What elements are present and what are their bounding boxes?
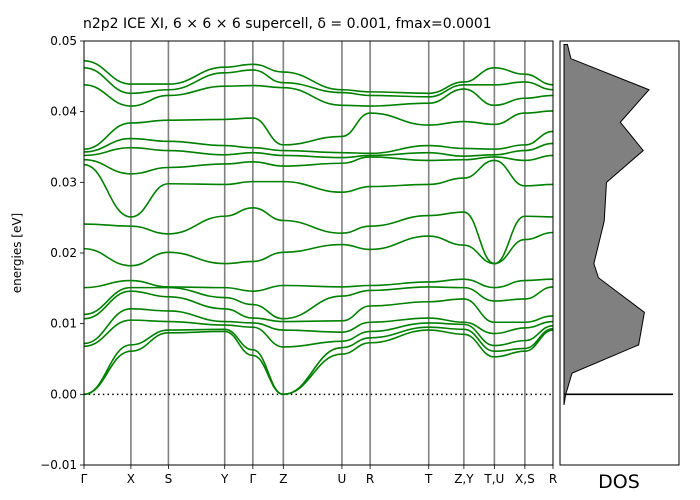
x-tick-label: R bbox=[549, 472, 557, 486]
dos-area bbox=[563, 44, 650, 406]
band-line bbox=[83, 290, 554, 324]
band-line bbox=[83, 326, 554, 396]
dos-label: DOS bbox=[598, 471, 640, 493]
band-line bbox=[83, 110, 554, 150]
x-tick-label: T bbox=[424, 472, 433, 486]
x-tick-label: Z bbox=[279, 472, 287, 486]
x-tick-label: Y bbox=[220, 472, 229, 486]
y-tick-label: 0.05 bbox=[50, 34, 77, 48]
y-tick-label: 0.01 bbox=[50, 317, 77, 331]
x-tick-label: T,U bbox=[483, 472, 504, 486]
band-line bbox=[83, 329, 554, 396]
x-tick-label: X bbox=[127, 472, 135, 486]
chart-title: n2p2 ICE XI, 6 × 6 × 6 supercell, δ = 0.… bbox=[83, 16, 492, 32]
dos-area-group bbox=[563, 44, 673, 406]
band-line bbox=[83, 67, 554, 98]
x-tick-label: S bbox=[165, 472, 173, 486]
x-tick-label: Γ bbox=[81, 472, 88, 486]
x-ticks: Γ X S Y Γ Z U R T Z,Y T,U X,S R bbox=[81, 465, 557, 486]
dos-panel: DOS bbox=[559, 40, 680, 493]
x-tick-label: R bbox=[366, 472, 374, 486]
dos-plot-frame bbox=[559, 40, 680, 466]
y-ticks: −0.01 0.00 0.01 0.02 0.03 0.04 0.05 bbox=[40, 34, 84, 472]
band-line bbox=[83, 206, 554, 265]
band-line bbox=[83, 278, 554, 292]
band-line bbox=[83, 308, 554, 345]
band-line bbox=[83, 142, 554, 159]
y-tick-label: 0.04 bbox=[50, 105, 77, 119]
y-tick-label: 0.00 bbox=[50, 387, 77, 401]
x-tick-label: Γ bbox=[249, 472, 256, 486]
y-tick-label: −0.01 bbox=[40, 458, 77, 472]
band-structure-panel: n2p2 ICE XI, 6 × 6 × 6 supercell, δ = 0.… bbox=[10, 16, 557, 486]
band-line bbox=[83, 154, 554, 175]
band-line bbox=[83, 159, 554, 218]
band-lines bbox=[83, 59, 554, 396]
y-tick-label: 0.03 bbox=[50, 175, 77, 189]
x-tick-label: U bbox=[338, 472, 347, 486]
band-line bbox=[83, 84, 554, 107]
y-tick-label: 0.02 bbox=[50, 246, 77, 260]
band-line bbox=[83, 59, 554, 95]
band-line bbox=[83, 130, 554, 155]
y-axis-label: energies [eV] bbox=[10, 213, 24, 293]
x-tick-label: Z,Y bbox=[454, 472, 474, 486]
band-line bbox=[83, 319, 554, 348]
band-plot-frame bbox=[83, 40, 554, 466]
x-tick-label: X,S bbox=[515, 472, 535, 486]
